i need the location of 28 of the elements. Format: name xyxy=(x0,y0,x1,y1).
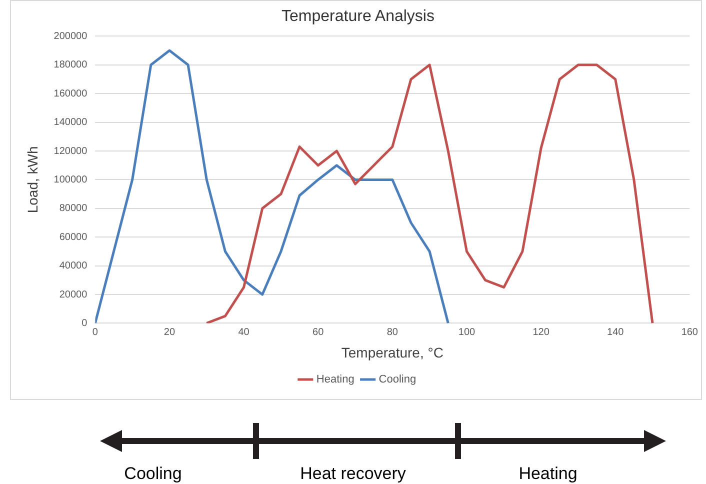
y-tick-label: 60000 xyxy=(59,232,88,243)
x-tick-label: 80 xyxy=(386,326,398,338)
x-tick-label: 60 xyxy=(312,326,324,338)
text: Cooling xyxy=(124,464,182,484)
x-tick-label: 160 xyxy=(681,326,698,338)
text: Heat recovery xyxy=(300,464,406,484)
y-axis-title: Load, kWh xyxy=(24,146,40,214)
legend-label: Heating xyxy=(316,374,354,386)
x-tick-label: 40 xyxy=(238,326,250,338)
x-tick-label: 20 xyxy=(164,326,176,338)
x-tick-label: 0 xyxy=(92,326,98,338)
text: Heating xyxy=(518,464,578,484)
y-tick-label: 80000 xyxy=(59,203,88,214)
y-tick-label: 140000 xyxy=(54,117,88,128)
y-tick-label: 40000 xyxy=(59,260,88,272)
y-tick-label: 100000 xyxy=(54,174,88,186)
x-tick-label: 140 xyxy=(607,326,624,338)
x-tick-label: 120 xyxy=(532,326,550,338)
y-tick-label: 20000 xyxy=(59,289,88,300)
y-tick-label: 160000 xyxy=(54,88,88,100)
y-tick-label: 0 xyxy=(82,318,88,329)
y-tick-label: 120000 xyxy=(54,146,88,157)
x-tick-label: 100 xyxy=(458,326,476,338)
chart-title: Temperature Analysis xyxy=(282,8,434,26)
x-axis-title: Temperature, °C xyxy=(341,344,444,360)
y-tick-label: 200000 xyxy=(54,30,88,42)
y-tick-label: 180000 xyxy=(54,60,88,71)
legend-label: Cooling xyxy=(378,374,416,386)
